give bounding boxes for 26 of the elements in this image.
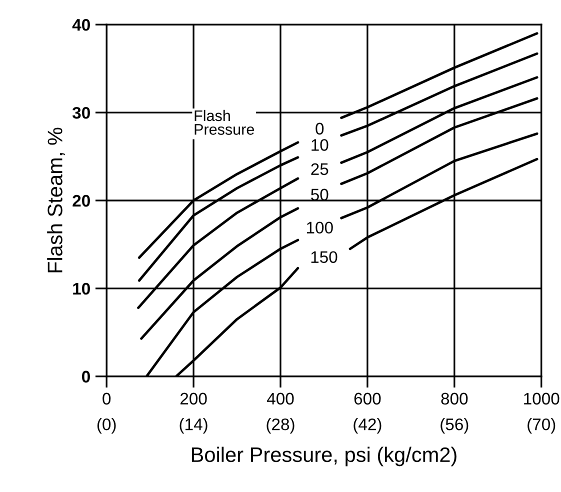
series-label: 150 bbox=[311, 251, 338, 264]
x-tick-label: 600 bbox=[354, 392, 381, 405]
legend-title: Flash Pressure bbox=[194, 110, 254, 135]
x-tick-label: 800 bbox=[441, 392, 468, 405]
series-label: 25 bbox=[311, 163, 328, 176]
x-tick-label: 1000 bbox=[524, 392, 560, 405]
text: (14) bbox=[180, 418, 208, 434]
series-label: 50 bbox=[311, 188, 328, 201]
x-tick-label: 200 bbox=[180, 392, 207, 405]
y-tick-label: 0 bbox=[82, 370, 90, 383]
text: (70) bbox=[528, 418, 556, 434]
y-tick-label: 10 bbox=[73, 282, 90, 295]
y-tick-label: 40 bbox=[72, 19, 90, 31]
y-axis-title: Flash Steam, % bbox=[47, 128, 65, 272]
x-axis-title: Boiler Pressure, psi (kg/cm2) bbox=[192, 446, 456, 466]
x-tick-label: 400 bbox=[266, 392, 294, 405]
y-tick-label: 30 bbox=[72, 106, 90, 119]
series-label: 10 bbox=[312, 139, 328, 151]
text: (28) bbox=[266, 418, 294, 434]
y-tick-label: 20 bbox=[72, 194, 90, 207]
text: (0) bbox=[97, 418, 116, 434]
text: (56) bbox=[440, 418, 468, 434]
series-label: 100 bbox=[307, 222, 333, 234]
series-label: 0 bbox=[316, 122, 324, 135]
x-tick-label: 0 bbox=[102, 392, 111, 405]
text: (42) bbox=[354, 418, 382, 434]
